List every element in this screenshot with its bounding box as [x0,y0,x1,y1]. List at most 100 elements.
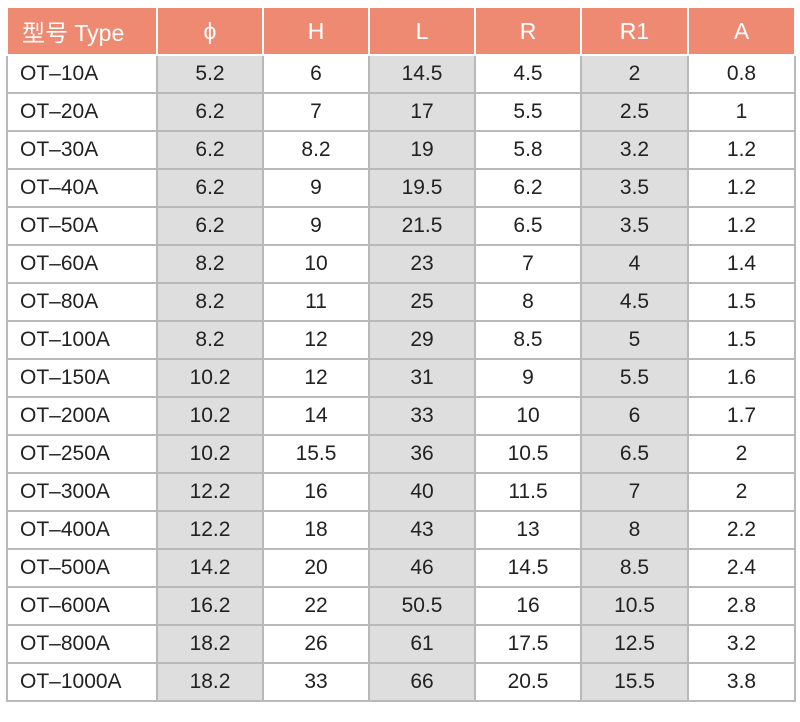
cell-r1: 8.5 [580,548,689,588]
cell-r1: 12.5 [580,624,689,664]
cell-a: 2 [687,472,796,512]
cell-r: 6.5 [474,206,582,246]
cell-l: 50.5 [368,586,476,626]
table-row: OT–250A 10.2 15.5 36 10.5 6.5 2 [6,434,796,474]
header-l: L [368,6,476,56]
cell-phi: 8.2 [156,244,264,284]
cell-r: 8 [474,282,582,322]
cell-a: 0.8 [687,54,796,94]
table-row: OT–400A 12.2 18 43 13 8 2.2 [6,510,796,550]
cell-h: 20 [262,548,370,588]
cell-phi: 12.2 [156,472,264,512]
cell-h: 11 [262,282,370,322]
cell-type: OT–80A [6,282,158,322]
cell-h: 6 [262,54,370,94]
cell-l: 19 [368,130,476,170]
cell-phi: 16.2 [156,586,264,626]
cell-phi: 18.2 [156,624,264,664]
cell-phi: 10.2 [156,396,264,436]
cell-r1: 3.2 [580,130,689,170]
cell-h: 22 [262,586,370,626]
cell-type: OT–50A [6,206,158,246]
table-row: OT–80A 8.2 11 25 8 4.5 1.5 [6,282,796,322]
cell-l: 23 [368,244,476,284]
cell-a: 1.2 [687,168,796,208]
cell-l: 43 [368,510,476,550]
cell-r1: 5 [580,320,689,360]
cell-l: 61 [368,624,476,664]
table-row: OT–50A 6.2 9 21.5 6.5 3.5 1.2 [6,206,796,246]
cell-h: 33 [262,662,370,702]
header-r1: R1 [580,6,689,56]
cell-phi: 10.2 [156,358,264,398]
cell-h: 12 [262,320,370,360]
table-row: OT–60A 8.2 10 23 7 4 1.4 [6,244,796,284]
cell-r: 10 [474,396,582,436]
cell-h: 7 [262,92,370,132]
cell-phi: 8.2 [156,320,264,360]
cell-phi: 10.2 [156,434,264,474]
cell-a: 2.8 [687,586,796,626]
cell-r1: 3.5 [580,206,689,246]
cell-a: 1.5 [687,282,796,322]
cell-l: 21.5 [368,206,476,246]
cell-l: 46 [368,548,476,588]
cell-r1: 10.5 [580,586,689,626]
cell-phi: 18.2 [156,662,264,702]
cell-r: 7 [474,244,582,284]
cell-type: OT–800A [6,624,158,664]
table-row: OT–150A 10.2 12 31 9 5.5 1.6 [6,358,796,398]
cell-type: OT–500A [6,548,158,588]
cell-a: 1.2 [687,206,796,246]
cell-a: 3.8 [687,662,796,702]
cell-l: 25 [368,282,476,322]
cell-r1: 5.5 [580,358,689,398]
table-row: OT–10A 5.2 6 14.5 4.5 2 0.8 [6,54,796,94]
cell-a: 1.2 [687,130,796,170]
cell-type: OT–1000A [6,662,158,702]
cell-h: 16 [262,472,370,512]
header-h: H [262,6,370,56]
cell-r: 5.8 [474,130,582,170]
cell-a: 3.2 [687,624,796,664]
cell-type: OT–150A [6,358,158,398]
cell-type: OT–10A [6,54,158,94]
cell-r: 17.5 [474,624,582,664]
cell-l: 14.5 [368,54,476,94]
cell-r: 11.5 [474,472,582,512]
header-a: A [687,6,796,56]
cell-l: 19.5 [368,168,476,208]
cell-phi: 5.2 [156,54,264,94]
cell-h: 10 [262,244,370,284]
cell-r1: 2.5 [580,92,689,132]
cell-h: 18 [262,510,370,550]
cell-phi: 6.2 [156,168,264,208]
cell-type: OT–200A [6,396,158,436]
cell-phi: 6.2 [156,206,264,246]
cell-a: 2 [687,434,796,474]
cell-h: 8.2 [262,130,370,170]
cell-phi: 8.2 [156,282,264,322]
cell-phi: 6.2 [156,92,264,132]
table-row: OT–800A 18.2 26 61 17.5 12.5 3.2 [6,624,796,664]
cell-type: OT–250A [6,434,158,474]
cell-r1: 2 [580,54,689,94]
cell-h: 26 [262,624,370,664]
cell-type: OT–20A [6,92,158,132]
cell-r1: 7 [580,472,689,512]
table-row: OT–20A 6.2 7 17 5.5 2.5 1 [6,92,796,132]
table-row: OT–30A 6.2 8.2 19 5.8 3.2 1.2 [6,130,796,170]
cell-type: OT–400A [6,510,158,550]
cell-l: 36 [368,434,476,474]
cell-r: 8.5 [474,320,582,360]
cell-h: 12 [262,358,370,398]
cell-h: 9 [262,168,370,208]
cell-r: 9 [474,358,582,398]
cell-l: 31 [368,358,476,398]
table-row: OT–300A 12.2 16 40 11.5 7 2 [6,472,796,512]
cell-h: 15.5 [262,434,370,474]
cell-l: 33 [368,396,476,436]
cell-a: 2.4 [687,548,796,588]
cell-r1: 6.5 [580,434,689,474]
cell-a: 1.6 [687,358,796,398]
